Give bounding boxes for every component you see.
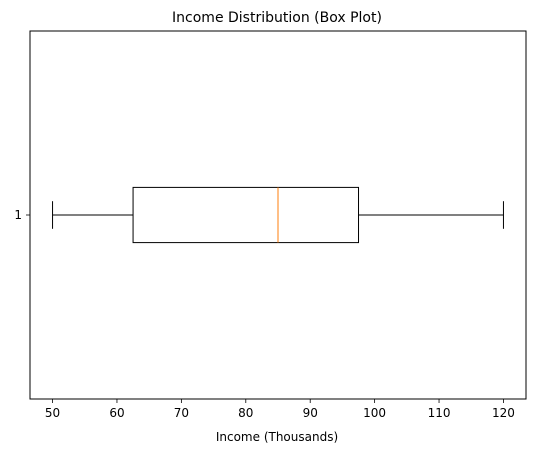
box-iqr	[132, 186, 360, 244]
x-tick-label: 80	[238, 406, 253, 420]
chart-title: Income Distribution (Box Plot)	[172, 10, 382, 26]
x-tick-label: 120	[492, 406, 515, 420]
box-group	[52, 186, 504, 244]
x-tick-label: 50	[45, 406, 60, 420]
x-axis: 50 60 70 80 90 100 110 120	[45, 399, 515, 420]
x-tick-label: 90	[303, 406, 318, 420]
y-axis: 1	[14, 208, 30, 222]
x-tick-label: 70	[174, 406, 189, 420]
x-tick-label: 100	[363, 406, 386, 420]
x-tick-label: 60	[109, 406, 124, 420]
x-axis-label: Income (Thousands)	[216, 430, 338, 444]
y-tick-label: 1	[14, 208, 22, 222]
x-tick-label: 110	[428, 406, 451, 420]
